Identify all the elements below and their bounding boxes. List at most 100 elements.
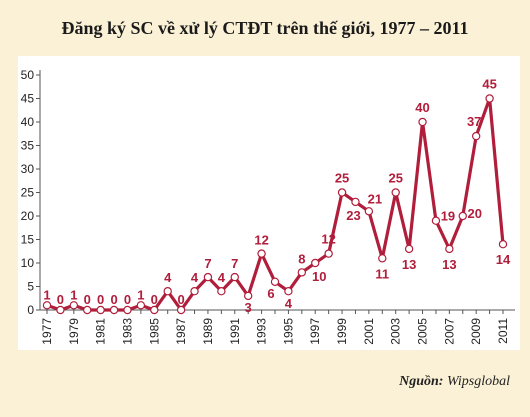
data-point — [136, 301, 146, 310]
plot-area — [18, 56, 520, 350]
data-point — [485, 94, 494, 103]
data-label: 0 — [57, 292, 64, 307]
data-point — [337, 188, 347, 197]
data-point — [418, 117, 427, 127]
data-label: 0 — [97, 292, 104, 307]
data-label: 4 — [285, 296, 293, 311]
y-tick-label: 15 — [21, 233, 35, 247]
data-point — [123, 305, 132, 315]
data-label: 0 — [151, 292, 158, 307]
data-label: 11 — [375, 266, 389, 281]
y-tick-label: 45 — [21, 92, 35, 106]
data-label: 14 — [496, 252, 511, 267]
x-tick-label: 1989 — [201, 318, 215, 345]
data-point — [471, 131, 481, 141]
data-point — [257, 249, 266, 258]
data-point — [378, 254, 387, 263]
source-value: Wipsglobal — [446, 374, 510, 389]
source-note: Nguồn: Wipsglobal — [399, 374, 510, 390]
data-label: 19 — [441, 209, 455, 224]
data-label: 7 — [231, 256, 238, 271]
x-tick-label: 1977 — [40, 318, 54, 345]
data-point — [42, 301, 52, 310]
x-tick-label: 1981 — [94, 318, 108, 345]
y-tick-label: 35 — [21, 139, 35, 153]
x-tick-label: 1985 — [147, 318, 161, 345]
data-point — [230, 272, 239, 282]
x-tick-label: 1997 — [308, 318, 322, 345]
data-label: 1 — [137, 287, 144, 302]
data-label: 40 — [415, 100, 429, 115]
data-label: 7 — [204, 256, 211, 271]
data-point — [324, 249, 333, 258]
data-label: 1 — [70, 287, 77, 302]
x-tick-label: 2011 — [496, 318, 510, 344]
y-tick-label: 25 — [21, 186, 35, 200]
data-point — [96, 305, 105, 315]
data-label: 4 — [218, 270, 226, 285]
data-label: 12 — [321, 232, 335, 247]
data-label: 45 — [482, 77, 496, 92]
data-point — [83, 305, 92, 315]
data-point — [351, 197, 360, 207]
data-point — [69, 301, 79, 310]
x-tick-label: 2001 — [362, 318, 376, 345]
y-tick-label: 20 — [21, 209, 35, 223]
x-tick-label: 1987 — [174, 318, 188, 345]
data-label: 4 — [191, 270, 199, 285]
y-tick-label: 5 — [27, 280, 34, 294]
data-label: 13 — [402, 257, 416, 272]
data-point — [404, 244, 414, 254]
data-label: 0 — [84, 292, 91, 307]
x-tick-label: 1993 — [255, 318, 269, 345]
data-label: 13 — [442, 257, 456, 272]
x-tick-label: 2003 — [389, 318, 403, 345]
x-tick-label: 1979 — [67, 318, 81, 345]
y-tick-label: 40 — [21, 115, 35, 129]
data-label: 3 — [245, 300, 252, 315]
data-point — [163, 287, 172, 296]
data-point — [56, 305, 65, 315]
data-label: 1 — [43, 287, 50, 302]
data-point — [458, 211, 467, 221]
data-label: 23 — [346, 208, 360, 223]
data-point — [150, 305, 159, 315]
data-point — [284, 287, 293, 296]
data-point — [431, 216, 441, 225]
x-tick-label: 1999 — [335, 318, 349, 345]
data-point — [445, 244, 454, 254]
data-label: 37 — [467, 114, 481, 129]
data-label: 0 — [110, 292, 117, 307]
x-tick-label: 2007 — [442, 318, 456, 345]
data-label: 0 — [178, 292, 185, 307]
data-label: 25 — [388, 171, 402, 186]
data-label: 20 — [468, 206, 482, 221]
data-label: 25 — [335, 171, 349, 186]
data-point — [243, 291, 253, 301]
data-point — [270, 277, 280, 286]
data-point — [217, 287, 226, 296]
data-point — [364, 207, 374, 216]
data-point — [109, 305, 119, 315]
data-point — [203, 272, 213, 282]
data-point — [391, 188, 400, 197]
x-tick-label: 2005 — [416, 318, 430, 345]
data-label: 12 — [254, 233, 268, 248]
source-label: Nguồn: — [399, 374, 444, 389]
x-tick-label: 1983 — [120, 318, 134, 345]
y-tick-label: 50 — [21, 68, 35, 82]
chart-title: Đăng ký SC về xử lý CTĐT trên thế giới, … — [61, 18, 469, 38]
data-label: 4 — [164, 270, 172, 285]
data-point — [498, 239, 508, 249]
data-label: 6 — [267, 286, 274, 301]
data-point — [297, 268, 307, 277]
y-tick-label: 30 — [21, 162, 35, 176]
x-tick-label: 1995 — [281, 318, 295, 345]
data-label: 0 — [124, 292, 131, 307]
data-point — [311, 258, 320, 268]
x-tick-label: 2009 — [469, 318, 483, 345]
data-label: 10 — [312, 269, 326, 284]
data-point — [176, 305, 186, 315]
data-label: 21 — [368, 191, 382, 206]
